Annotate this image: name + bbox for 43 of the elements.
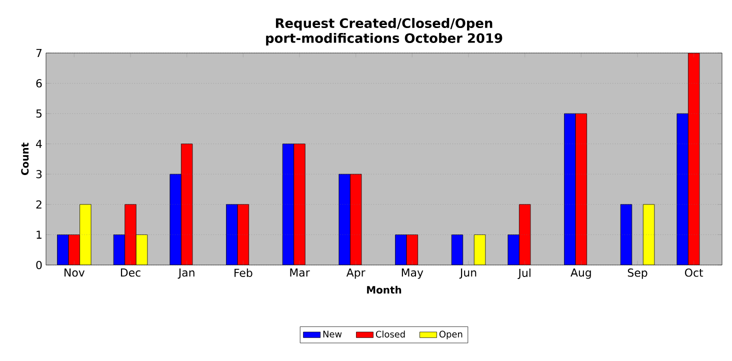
x-tick-label: Aug (570, 268, 591, 279)
bar (642, 204, 655, 265)
bar (282, 144, 294, 265)
bar (508, 234, 520, 265)
bar (226, 204, 238, 265)
chart-title: Request Created/Closed/Open (276, 18, 492, 31)
legend-label: Closed (376, 330, 405, 338)
legend-label: New (323, 330, 342, 338)
bar (451, 234, 464, 265)
bar (57, 234, 69, 265)
x-tick-label: Jun (459, 268, 476, 279)
y-tick-label: 6 (36, 79, 42, 88)
bar (338, 174, 350, 265)
bar (113, 234, 126, 265)
y-tick-label: 0 (36, 260, 42, 270)
y-tick-label: 1 (36, 230, 42, 239)
chart-subtitle: port-modifications October 2019 (266, 32, 502, 46)
bar (620, 204, 632, 265)
x-tick-label: Apr (346, 268, 366, 279)
y-axis-title: Count (21, 142, 29, 176)
x-axis-title: Month (367, 286, 402, 294)
y-tick-label: 3 (36, 170, 42, 178)
bar (136, 234, 148, 265)
y-tick-label: 7 (36, 49, 42, 57)
x-tick-label: Feb (234, 268, 252, 277)
x-tick-label: Jul (518, 268, 530, 280)
y-tick-label: 5 (36, 110, 42, 118)
legend-label: Open (439, 330, 462, 340)
bar (474, 234, 486, 265)
bar (395, 234, 407, 265)
bar (170, 174, 182, 265)
x-tick-label: Nov (64, 268, 85, 277)
y-tick-label: 2 (36, 200, 42, 208)
x-tick-label: Mar (290, 268, 310, 277)
bar (80, 204, 92, 265)
x-tick-label: Dec (120, 268, 140, 277)
y-tick-label: 4 (36, 140, 42, 148)
x-tick-label: May (402, 268, 424, 279)
bar (676, 113, 688, 265)
x-tick-label: Oct (684, 268, 704, 277)
bar (564, 113, 576, 265)
x-tick-label: Jan (178, 268, 194, 279)
x-tick-label: Sep (628, 268, 648, 279)
